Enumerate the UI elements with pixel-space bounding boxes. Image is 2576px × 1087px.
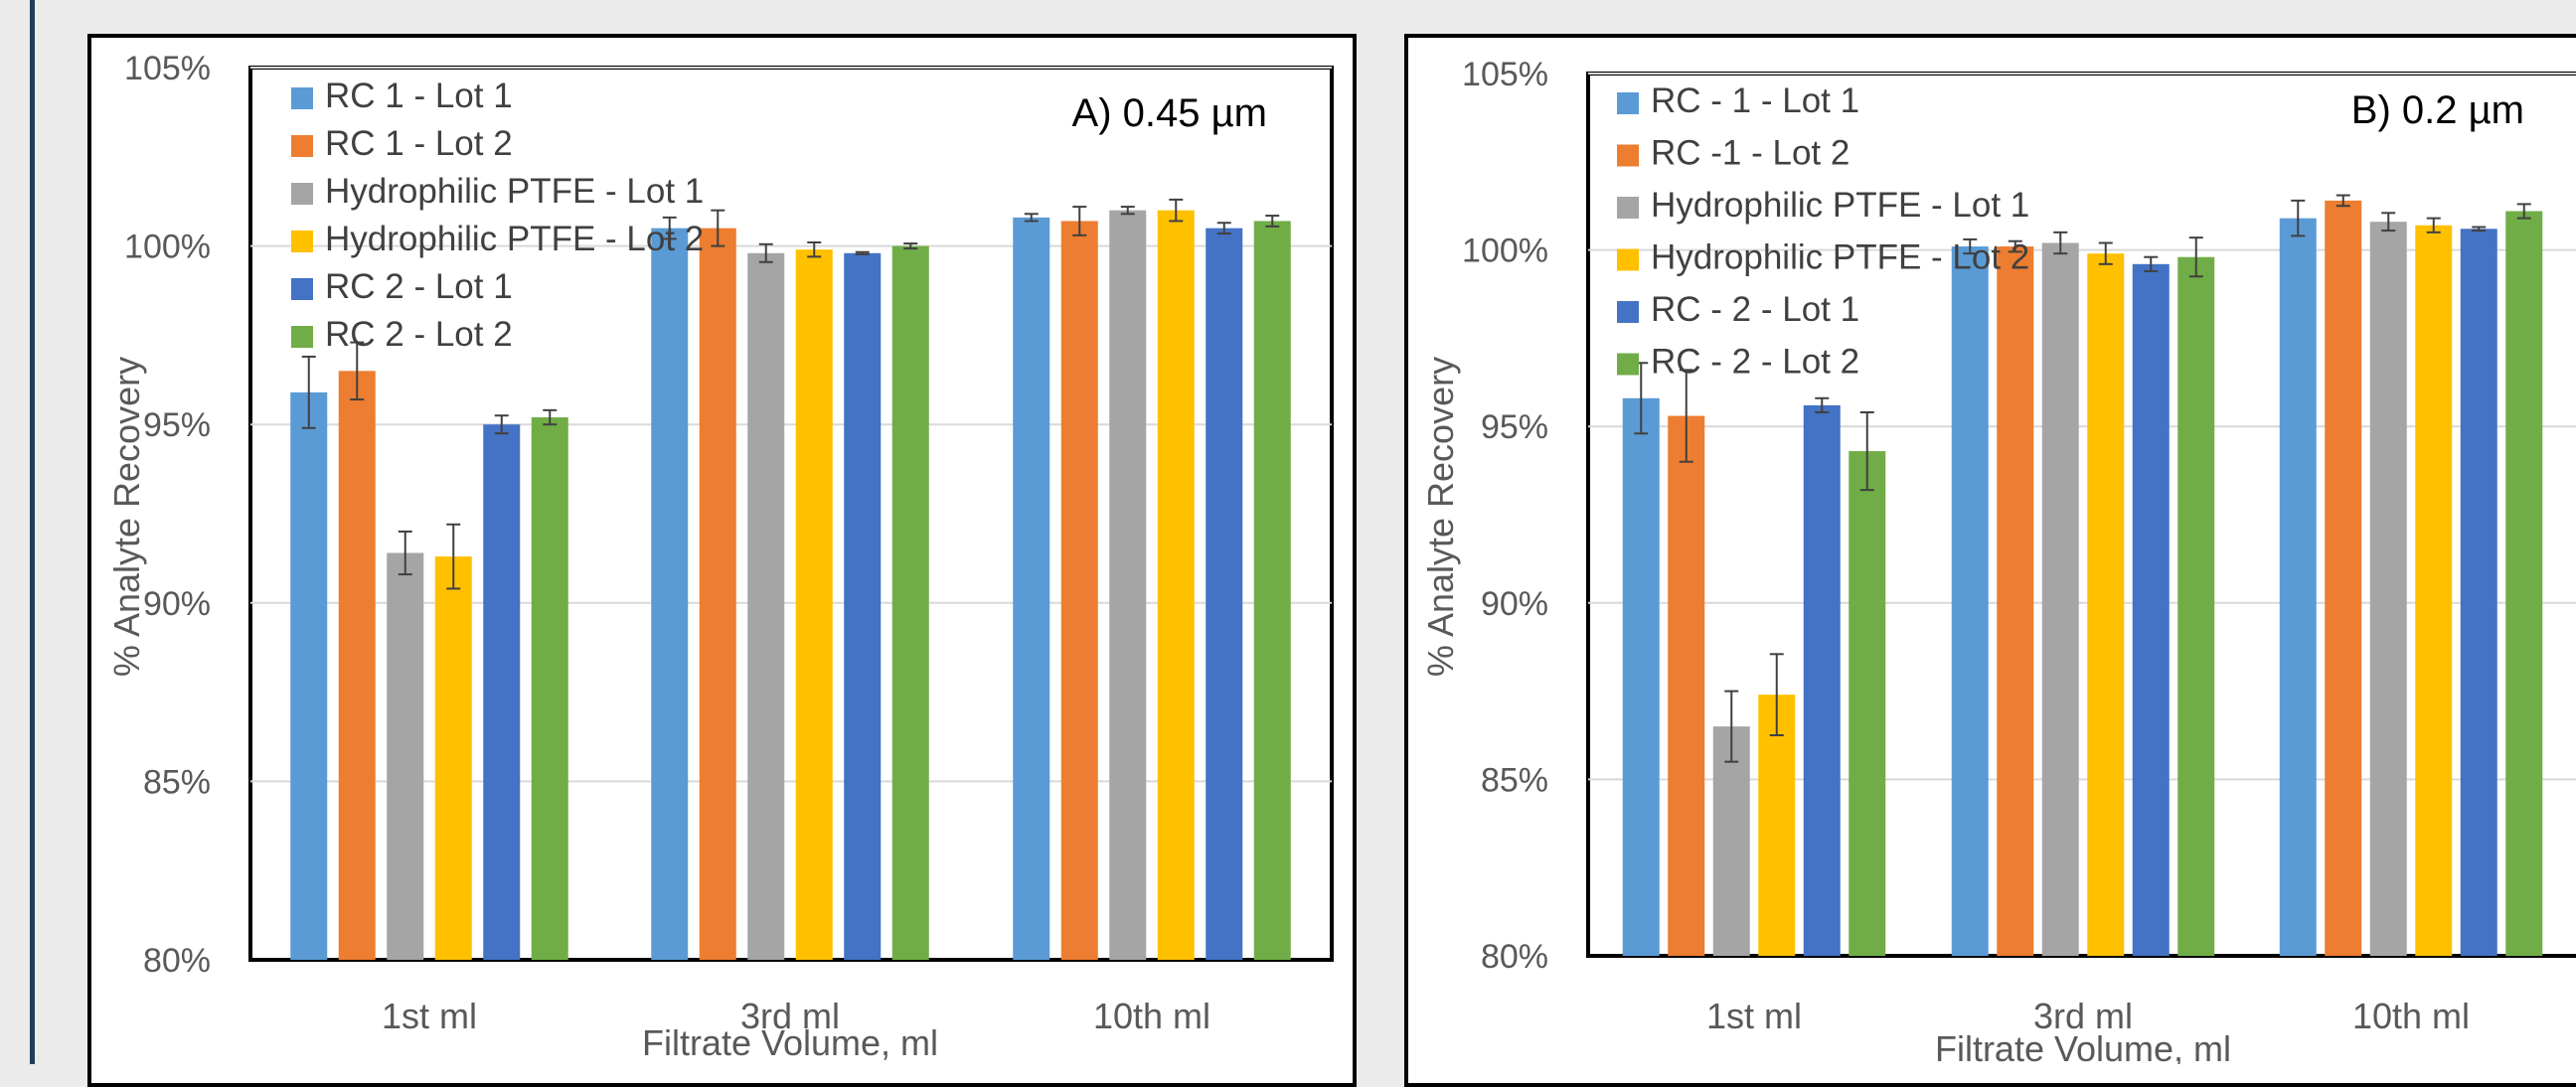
chart-a-legend-label: RC 2 - Lot 1 [325,267,513,306]
chart-a-bar [387,552,424,960]
chart-a-legend-label: RC 1 - Lot 1 [325,77,513,115]
chart-a-x-axis-title: Filtrate Volume, ml [642,1022,938,1063]
chart-a-y-tick-label: 100% [124,229,211,266]
chart-b-title: B) 0.2 µm [2351,88,2524,132]
chart-b-y-tick-label: 80% [1481,938,1548,976]
chart-b-bar [1997,246,2034,957]
chart-a-x-tick-label: 3rd ml [740,996,840,1036]
chart-b-bar [2087,253,2125,957]
chart-b-legend-swatch [1617,197,1639,219]
chart-a-y-tick-label: 85% [143,763,211,801]
chart-b-legend-label: Hydrophilic PTFE - Lot 2 [1651,238,2029,277]
chart-b-y-axis-title: % Analyte Recovery [1420,357,1461,677]
chart-b-bar [2505,211,2543,956]
chart-b-bar [1849,451,1886,956]
chart-b-legend-label: RC -1 - Lot 2 [1651,134,1850,173]
chart-b-x-tick-label: 3rd ml [2033,996,2133,1036]
chart-a-bar [651,228,689,960]
chart-a-y-tick-label: 80% [143,942,211,980]
chart-a-bar [795,249,833,960]
chart-b-x-tick-label: 10th ml [2352,996,2470,1036]
chart-b-legend-label: RC - 1 - Lot 1 [1651,81,1859,120]
chart-b-bar [1622,397,1660,956]
chart-b-y-tick-label: 90% [1481,585,1548,623]
chart-a-legend-swatch [291,135,313,157]
chart-b-legend-swatch [1617,248,1639,271]
chart-b-bar [2132,263,2170,957]
chart-b-bar [1668,415,1705,956]
chart-a-x-tick-label: 1st ml [382,996,477,1036]
chart-a-bar [1013,217,1050,960]
chart-b-bar [1712,726,1750,956]
chart-a-y-tick-label: 95% [143,406,211,444]
chart-a-legend-swatch [291,326,313,348]
chart-a-y-tick-label: 105% [124,50,211,87]
chart-b-y-tick-label: 100% [1462,233,1548,270]
chart-b-bar [2415,225,2453,957]
chart-a-legend-label: RC 2 - Lot 2 [325,315,513,354]
chart-a-bar [434,556,472,960]
chart-a-x-tick-label: 10th ml [1093,996,1210,1036]
chart-a-legend-label: RC 1 - Lot 2 [325,124,513,163]
chart-a-legend-label: Hydrophilic PTFE - Lot 1 [325,172,704,211]
chart-b-legend-label: RC - 2 - Lot 2 [1651,343,1859,382]
chart-a-legend-swatch [291,183,313,205]
chart-a-bar [338,371,376,960]
chart-b-y-tick-label: 105% [1462,56,1548,93]
chart-b-bar [1758,695,1796,956]
chart-b-x-axis-title: Filtrate Volume, ml [1935,1028,2231,1064]
chart-b-y-tick-label: 95% [1481,408,1548,446]
chart-b-bar [2041,242,2079,957]
chart-a-y-axis-title: % Analyte Recovery [106,357,147,677]
chart-a-legend-swatch [291,278,313,300]
chart-b-bar [1951,246,1989,957]
chart-a-legend-label: Hydrophilic PTFE - Lot 2 [325,220,704,258]
charts-canvas: 80% 85% 90% 95% 100% 105% 1st ml 3rd ml 10th ml F… [106,50,2576,1064]
chart-a-y-tick-label: 90% [143,585,211,623]
chart-a-legend-swatch [291,231,313,252]
chart-b-bar [2325,200,2362,956]
chart-b-bar [2460,229,2497,957]
chart-a-bar [483,424,521,960]
chart-a-bar [531,417,568,960]
chart-b-legend-swatch [1617,144,1639,167]
chart-b-plot-area [1586,72,2576,958]
chart-b-legend-swatch [1617,301,1639,323]
chart-a-bar [1109,210,1147,960]
chart-b-bar [2177,256,2215,957]
chart-a-legend-swatch [291,87,313,109]
chart-a-bar [699,228,736,960]
chart-b-legend-swatch [1617,353,1639,376]
chart-a-title: A) 0.45 µm [1072,91,1267,135]
chart-b-legend-label: Hydrophilic PTFE - Lot 1 [1651,186,2029,225]
chart-b-bar [1803,404,1841,956]
chart-b-bar [2369,222,2407,956]
chart-b-y-tick-label: 85% [1481,761,1548,799]
chart-b-legend-swatch [1617,92,1639,114]
chart-a-bar [844,252,882,960]
chart-a-bar [1206,228,1243,960]
chart-a-bar [1253,221,1291,960]
chart-a-bar [1060,221,1098,960]
chart-b-bar [2279,218,2317,956]
left-border-rule [30,0,35,1064]
chart-a-bar [747,252,785,960]
chart-a-bar [290,391,328,960]
chart-a-bar [1157,210,1195,960]
chart-a-bar [891,245,929,961]
chart-b-x-tick-label: 1st ml [1706,996,1802,1036]
chart-b-legend-label: RC - 2 - Lot 1 [1651,290,1859,329]
